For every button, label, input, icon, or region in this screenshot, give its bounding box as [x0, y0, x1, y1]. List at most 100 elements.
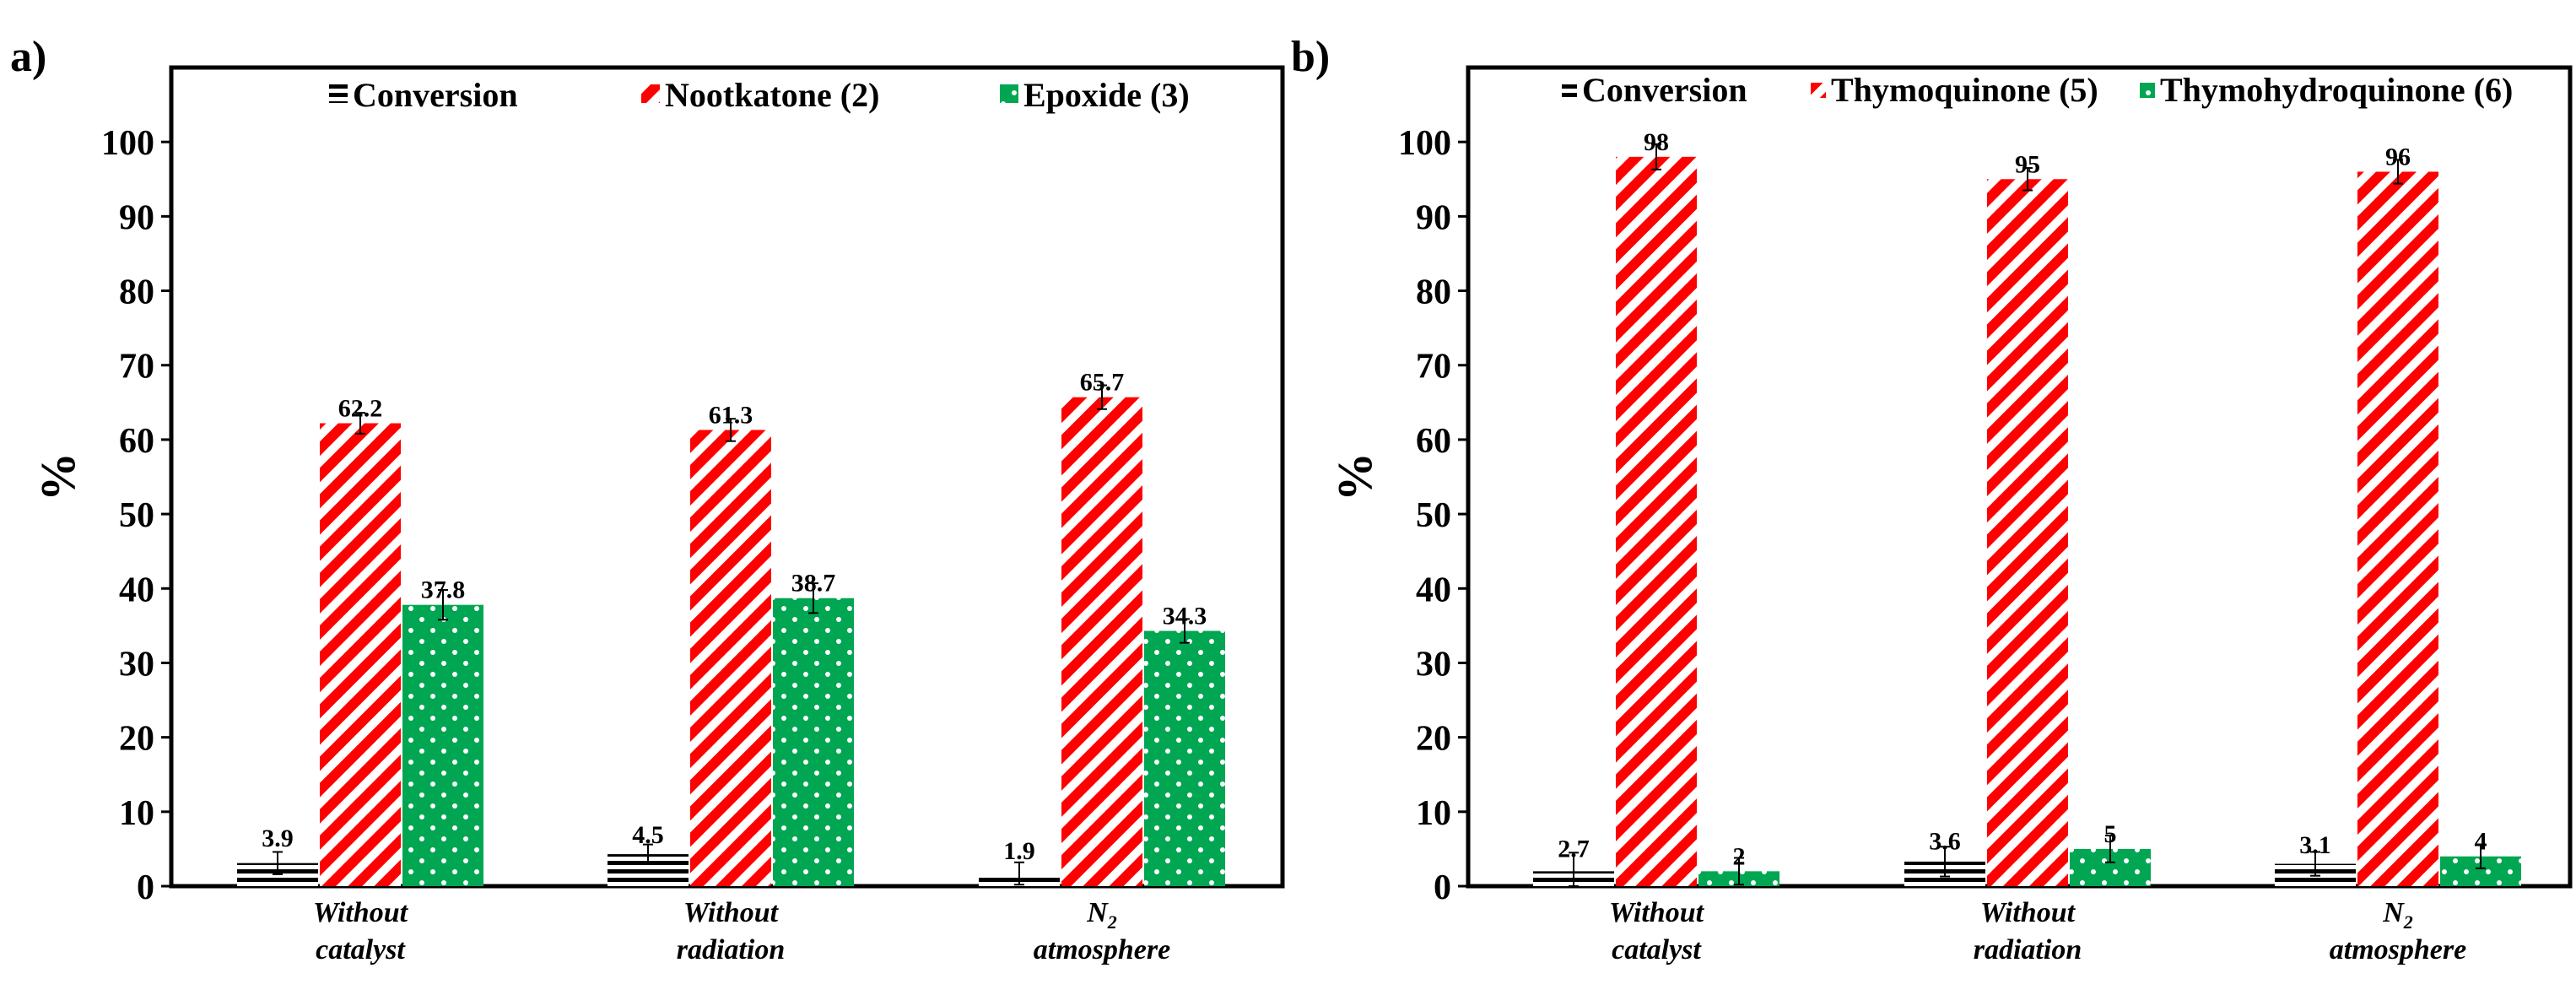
y-tick-label: 100 [1398, 124, 1451, 163]
y-tick-label: 40 [1416, 571, 1451, 609]
data-label: 4.5 [632, 821, 664, 849]
error-bar [1097, 384, 1107, 410]
data-label: 95 [2015, 150, 2040, 178]
y-tick-label: 100 [101, 124, 154, 163]
legend-swatch [2140, 83, 2155, 98]
y-tick-label: 20 [1416, 720, 1451, 759]
y-tick-label: 30 [119, 645, 154, 684]
bar-dots-0 [402, 604, 483, 886]
y-tick-label: 70 [1416, 348, 1451, 387]
category-label-line2: radiation [1974, 934, 2082, 965]
data-label: 37.8 [421, 576, 466, 604]
error-bar [438, 589, 448, 621]
legend-entry-1: Nootkatone (2) [641, 76, 879, 114]
y-tick-label: 0 [137, 868, 154, 907]
panel-label: b) [1291, 33, 1330, 81]
category-label-line2: radiation [677, 934, 785, 965]
error-bar [1014, 861, 1024, 886]
data-label: 3.1 [2299, 831, 2331, 859]
legend-entry-0: Conversion [1562, 71, 1747, 109]
y-tick-label: 60 [119, 422, 154, 461]
bar-diag-2 [1061, 397, 1142, 886]
y-axis-label: % [30, 452, 85, 501]
error-bar [1734, 857, 1744, 886]
legend-label: Epoxide (3) [1023, 76, 1190, 114]
y-tick-label: 50 [1416, 496, 1451, 535]
error-bar [1569, 852, 1579, 887]
error-bar [808, 582, 818, 614]
data-label: 2 [1733, 842, 1746, 870]
y-tick-label: 90 [119, 198, 154, 237]
error-bar [1651, 143, 1661, 170]
error-bar [1940, 846, 1950, 878]
data-label: 3.9 [262, 825, 294, 852]
legend-label: Thymoquinone (5) [1831, 71, 2098, 109]
error-bar [2476, 843, 2486, 869]
category-label-line2: atmosphere [1034, 934, 1170, 965]
legend-label: Nootkatone (2) [665, 76, 879, 114]
legend-label: Conversion [1582, 71, 1747, 109]
bar-diag-0 [320, 423, 401, 886]
category-label-line1: Without [683, 897, 780, 928]
data-label: 98 [1644, 128, 1669, 156]
y-tick-label: 60 [1416, 422, 1451, 461]
data-label: 1.9 [1003, 837, 1035, 865]
category-label-line2: atmosphere [2330, 934, 2466, 965]
category-label-line1: Without [1980, 897, 2076, 928]
data-label: 3.6 [1929, 828, 1961, 856]
y-tick-label: 70 [119, 348, 154, 387]
chart-a: a)% 0 10 20 30 40 50 60 70 80 90 100 3.9 4.5 1.9 62.2 61… [10, 33, 1285, 965]
legend-entry-0: Conversion [329, 76, 518, 114]
data-label: 96 [2385, 143, 2411, 170]
data-label: 38.7 [791, 570, 836, 598]
error-bar [643, 843, 653, 865]
legend-swatch [329, 84, 348, 103]
data-label: 65.7 [1080, 369, 1125, 397]
y-tick-label: 80 [1416, 273, 1451, 312]
legend-label: Thymohydroquinone (6) [2160, 71, 2513, 109]
bar-dots-2 [1144, 630, 1225, 886]
legend-entry-2: Thymohydroquinone (6) [2140, 71, 2513, 109]
bar-diag-1 [1987, 179, 2068, 887]
panel-label: a) [10, 33, 46, 81]
chart-b: b)% 0 10 20 30 40 50 60 70 80 90 100 2.7 3.6 3.1 98 95 96… [1291, 33, 2573, 965]
y-tick-label: 20 [119, 720, 154, 759]
y-axis-label: % [1327, 452, 1382, 501]
category-label-line1: N2 [2382, 897, 2413, 933]
y-tick-label: 10 [1416, 794, 1451, 833]
error-bar [2310, 851, 2320, 877]
category-label-line2: catalyst [316, 934, 406, 965]
y-tick-label: 10 [119, 794, 154, 833]
data-label: 34.3 [1163, 603, 1207, 630]
data-label: 61.3 [709, 401, 753, 429]
bar-diag-0 [1616, 156, 1697, 886]
category-label-line2: catalyst [1612, 934, 1702, 965]
y-tick-label: 90 [1416, 198, 1451, 237]
data-label: 2.7 [1558, 836, 1590, 863]
bar-diag-2 [2357, 171, 2438, 887]
error-bar [1180, 618, 1190, 644]
error-bar [273, 851, 283, 875]
legend-swatch [1811, 83, 1826, 98]
error-bar [726, 418, 736, 442]
bar-dots-1 [773, 598, 854, 886]
legend-swatch [1000, 84, 1018, 103]
error-bar [2022, 167, 2033, 192]
y-tick-label: 40 [119, 571, 154, 609]
error-bar [355, 412, 365, 435]
category-label-line1: N2 [1086, 897, 1117, 933]
y-tick-label: 80 [119, 273, 154, 312]
data-label: 5 [2104, 820, 2117, 848]
y-tick-label: 0 [1434, 868, 1451, 907]
category-label-line1: Without [313, 897, 409, 928]
bar-diag-1 [690, 430, 771, 887]
y-tick-label: 50 [119, 496, 154, 535]
error-bar [2393, 159, 2403, 185]
legend-entry-2: Epoxide (3) [1000, 76, 1190, 114]
legend-swatch [641, 84, 660, 103]
legend-entry-1: Thymoquinone (5) [1811, 71, 2098, 109]
y-tick-label: 30 [1416, 645, 1451, 684]
legend-swatch [1562, 83, 1577, 98]
legend-label: Conversion [353, 76, 518, 114]
data-label: 62.2 [338, 395, 383, 423]
